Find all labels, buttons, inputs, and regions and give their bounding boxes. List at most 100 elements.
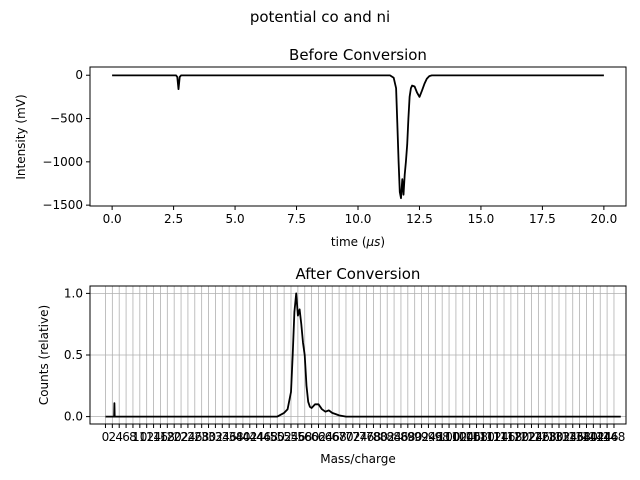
subplot2-yticks: 0.0 0.5 1.0 xyxy=(64,286,90,424)
subplot2-xtick-label: 126 xyxy=(527,430,550,444)
subplot1-yticks: 0 −500 −1000 −1500 xyxy=(42,68,90,212)
subplot1-axes-frame xyxy=(89,66,627,207)
subplot2-xtick-label: 144 xyxy=(589,430,612,444)
subplot2-xtick-label: 100 xyxy=(438,430,461,444)
subplot1-xlabel: time (μs) xyxy=(331,235,385,249)
subplot2-xtick-label: 46 xyxy=(256,430,271,444)
subplot2-xtick-label: 56 xyxy=(290,430,305,444)
subplot2-xtick-label: 134 xyxy=(554,430,577,444)
subplot2-xtick-label: 30 xyxy=(201,430,216,444)
subplot2-xtick-label: 54 xyxy=(283,430,298,444)
subplot1-ytick-label: −500 xyxy=(50,112,83,126)
subplot1-xtick-label: 15.0 xyxy=(468,212,495,226)
subplot2-xtick-label: 2 xyxy=(109,430,117,444)
subplot2-xtick-label: 44 xyxy=(249,430,264,444)
subplot2-xtick-label: 72 xyxy=(345,430,360,444)
subplot2-grid xyxy=(90,286,626,424)
subplot1-ylabel: Intensity (mV) xyxy=(14,94,28,179)
subplot2-xtick-label: 18 xyxy=(160,430,175,444)
subplot1-xtick-label: 10.0 xyxy=(345,212,372,226)
subplot2-xtick-label: 0 xyxy=(102,430,110,444)
subplot1-series-line xyxy=(112,74,604,200)
subplot2-xtick-label: 16 xyxy=(153,430,168,444)
subplot2-xtick-label: 6 xyxy=(122,430,130,444)
subplot2-xtick-label: 106 xyxy=(458,430,481,444)
subplot2-xtick-label: 24 xyxy=(180,430,195,444)
subplot2-xtick-label: 38 xyxy=(228,430,243,444)
subplot2-xtick-label: 90 xyxy=(407,430,422,444)
subplot2-xtick-label: 112 xyxy=(479,430,502,444)
subplot2-xtick-label: 96 xyxy=(428,430,443,444)
subplot2-xtick-label: 80 xyxy=(373,430,388,444)
subplot2-xtick-label: 86 xyxy=(393,430,408,444)
subplot2-xtick-label: 140 xyxy=(575,430,598,444)
subplot2-xtick-label: 130 xyxy=(541,430,564,444)
subplot2-xtick-label: 118 xyxy=(499,430,522,444)
subplot1-xtick-label: 12.5 xyxy=(406,212,433,226)
subplot2-xlabel: Mass/charge xyxy=(320,452,396,466)
subplot1-xtick-label: 2.5 xyxy=(164,212,183,226)
figure-suptitle: potential co and ni xyxy=(249,8,391,26)
subplot1-xticks: 0.0 2.5 5.0 7.5 10.0 12.5 15.0 17.5 20.0 xyxy=(103,206,618,226)
subplot2-xtick-label: 104 xyxy=(451,430,474,444)
subplot1-xtick-label: 0.0 xyxy=(103,212,122,226)
subplot1-series-group xyxy=(112,74,604,200)
subplot2-xtick-label: 66 xyxy=(325,430,340,444)
subplot2-xtick-label: 22 xyxy=(173,430,188,444)
subplot-before-conversion: Before Conversion 0.0 2.5 5.0 7.5 10.0 12.5 15… xyxy=(14,46,627,249)
subplot2-xtick-label: 12 xyxy=(139,430,154,444)
subplot1-xtick-label: 5.0 xyxy=(226,212,245,226)
subplot2-xtick-label: 32 xyxy=(208,430,223,444)
subplot2-xtick-label: 70 xyxy=(338,430,353,444)
subplot1-xtick-label: 17.5 xyxy=(529,212,556,226)
subplot2-xtick-label: 26 xyxy=(187,430,202,444)
subplot2-xtick-label: 42 xyxy=(242,430,257,444)
subplot2-xtick-label: 10 xyxy=(132,430,147,444)
subplot1-title: Before Conversion xyxy=(289,46,427,64)
subplot2-xtick-label: 76 xyxy=(359,430,374,444)
subplot2-xtick-label: 60 xyxy=(304,430,319,444)
subplot2-xtick-label: 124 xyxy=(520,430,543,444)
subplot2-xtick-label: 142 xyxy=(582,430,605,444)
subplot2-xtick-label: 48 xyxy=(263,430,278,444)
subplot2-xtick-label: 14 xyxy=(146,430,161,444)
subplot2-xtick-label: 132 xyxy=(548,430,571,444)
subplot2-xtick-label: 128 xyxy=(534,430,557,444)
subplot2-xtick-label: 36 xyxy=(222,430,237,444)
subplot2-xtick-label: 98 xyxy=(435,430,450,444)
subplot2-xtick-label: 146 xyxy=(596,430,619,444)
subplot2-xtick-label: 84 xyxy=(386,430,401,444)
subplot2-xtick-label: 88 xyxy=(400,430,415,444)
subplot2-xtick-label: 114 xyxy=(486,430,509,444)
subplot2-xtick-label: 110 xyxy=(472,430,495,444)
subplot2-xtick-label: 40 xyxy=(235,430,250,444)
subplot2-xtick-label: 20 xyxy=(167,430,182,444)
subplot2-xtick-label: 8 xyxy=(129,430,137,444)
subplot2-xtick-label: 4 xyxy=(115,430,123,444)
subplot1-ytick-label: −1000 xyxy=(42,155,83,169)
subplot2-xtick-label: 68 xyxy=(331,430,346,444)
subplot2-title: After Conversion xyxy=(296,265,421,283)
subplot2-ytick-label: 1.0 xyxy=(64,286,83,300)
subplot2-xtick-label: 62 xyxy=(311,430,326,444)
subplot-after-conversion: After Conversion 0 2 4 6 8101214161820222426… xyxy=(37,265,627,466)
subplot2-xtick-label: 34 xyxy=(215,430,230,444)
subplot2-xtick-label: 64 xyxy=(318,430,333,444)
subplot1-xtick-label: 7.5 xyxy=(287,212,306,226)
subplot2-xtick-label: 58 xyxy=(297,430,312,444)
subplot2-xtick-label: 28 xyxy=(194,430,209,444)
subplot2-xtick-label: 120 xyxy=(506,430,529,444)
subplot2-xtick-label: 136 xyxy=(561,430,584,444)
subplot1-xtick-label: 20.0 xyxy=(591,212,618,226)
subplot2-xtick-label: 52 xyxy=(276,430,291,444)
subplot2-xtick-label: 122 xyxy=(513,430,536,444)
subplot2-xtick-label: 148 xyxy=(603,430,626,444)
subplot2-xtick-label: 116 xyxy=(493,430,516,444)
subplot2-xtick-label: 50 xyxy=(270,430,285,444)
subplot2-xtick-label: 94 xyxy=(421,430,436,444)
subplot2-ytick-label: 0.0 xyxy=(64,410,83,424)
subplot2-xtick-label: 102 xyxy=(444,430,467,444)
subplot2-xtick-label: 78 xyxy=(366,430,381,444)
